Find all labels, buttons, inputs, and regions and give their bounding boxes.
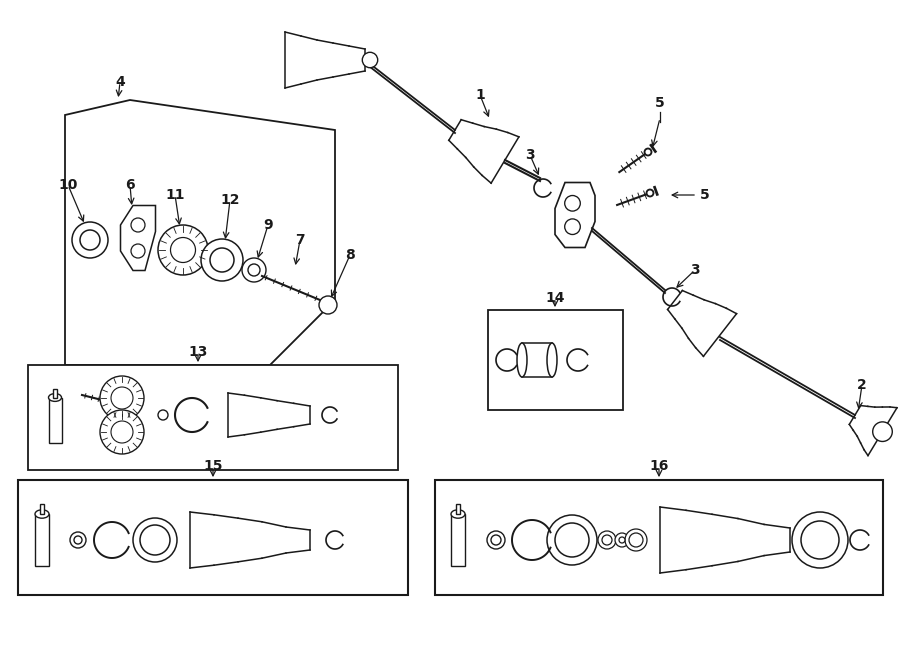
Circle shape: [644, 149, 652, 155]
Ellipse shape: [35, 510, 49, 518]
Circle shape: [629, 533, 643, 547]
Text: 3: 3: [690, 263, 700, 277]
Ellipse shape: [451, 510, 465, 518]
Polygon shape: [121, 206, 156, 270]
Bar: [40, 504, 44, 514]
Circle shape: [242, 258, 266, 282]
Circle shape: [598, 531, 616, 549]
Bar: [35, 514, 49, 566]
Text: 1: 1: [475, 88, 485, 102]
Circle shape: [133, 518, 177, 562]
Circle shape: [547, 515, 597, 565]
Circle shape: [158, 410, 168, 420]
Text: 11: 11: [166, 188, 184, 202]
Circle shape: [80, 230, 100, 250]
Text: 10: 10: [58, 178, 77, 192]
Circle shape: [602, 535, 612, 545]
Text: 4: 4: [115, 75, 125, 89]
Ellipse shape: [49, 393, 61, 401]
Circle shape: [564, 196, 580, 211]
Bar: [455, 504, 461, 514]
Circle shape: [625, 529, 647, 551]
Circle shape: [801, 521, 839, 559]
Circle shape: [131, 244, 145, 258]
Bar: [522, 343, 552, 377]
Circle shape: [210, 248, 234, 272]
Circle shape: [363, 52, 378, 67]
Bar: [49, 397, 61, 442]
Text: 8: 8: [345, 248, 355, 262]
Circle shape: [615, 533, 629, 547]
Ellipse shape: [547, 343, 557, 377]
Text: 14: 14: [545, 291, 565, 305]
Circle shape: [158, 225, 208, 275]
Polygon shape: [555, 182, 595, 247]
Circle shape: [140, 525, 170, 555]
Ellipse shape: [517, 343, 527, 377]
Circle shape: [319, 296, 337, 314]
Text: 12: 12: [220, 193, 239, 207]
Text: 5: 5: [655, 96, 665, 110]
Bar: [451, 514, 465, 566]
Circle shape: [792, 512, 848, 568]
Circle shape: [111, 387, 133, 409]
Text: 9: 9: [263, 218, 273, 232]
Circle shape: [111, 421, 133, 443]
Bar: [18, 480, 408, 595]
Circle shape: [70, 532, 86, 548]
Circle shape: [646, 190, 653, 196]
Bar: [53, 389, 58, 397]
Text: 6: 6: [125, 178, 135, 192]
Text: 5: 5: [700, 188, 710, 202]
Text: 13: 13: [188, 345, 208, 359]
Polygon shape: [65, 100, 335, 365]
Text: 16: 16: [649, 459, 669, 473]
Text: 15: 15: [203, 459, 223, 473]
Circle shape: [555, 523, 589, 557]
Circle shape: [100, 376, 144, 420]
Circle shape: [72, 222, 108, 258]
Circle shape: [201, 239, 243, 281]
Circle shape: [100, 410, 144, 454]
Bar: [28, 365, 398, 470]
Text: 3: 3: [526, 148, 535, 162]
Circle shape: [873, 422, 892, 442]
Text: 7: 7: [295, 233, 305, 247]
Circle shape: [564, 219, 580, 235]
Circle shape: [131, 218, 145, 232]
Circle shape: [487, 531, 505, 549]
Circle shape: [74, 536, 82, 544]
Circle shape: [170, 237, 195, 262]
Circle shape: [491, 535, 501, 545]
Bar: [435, 480, 883, 595]
Bar: [488, 310, 623, 410]
Circle shape: [248, 264, 260, 276]
Text: 2: 2: [857, 378, 867, 392]
Circle shape: [619, 537, 625, 543]
